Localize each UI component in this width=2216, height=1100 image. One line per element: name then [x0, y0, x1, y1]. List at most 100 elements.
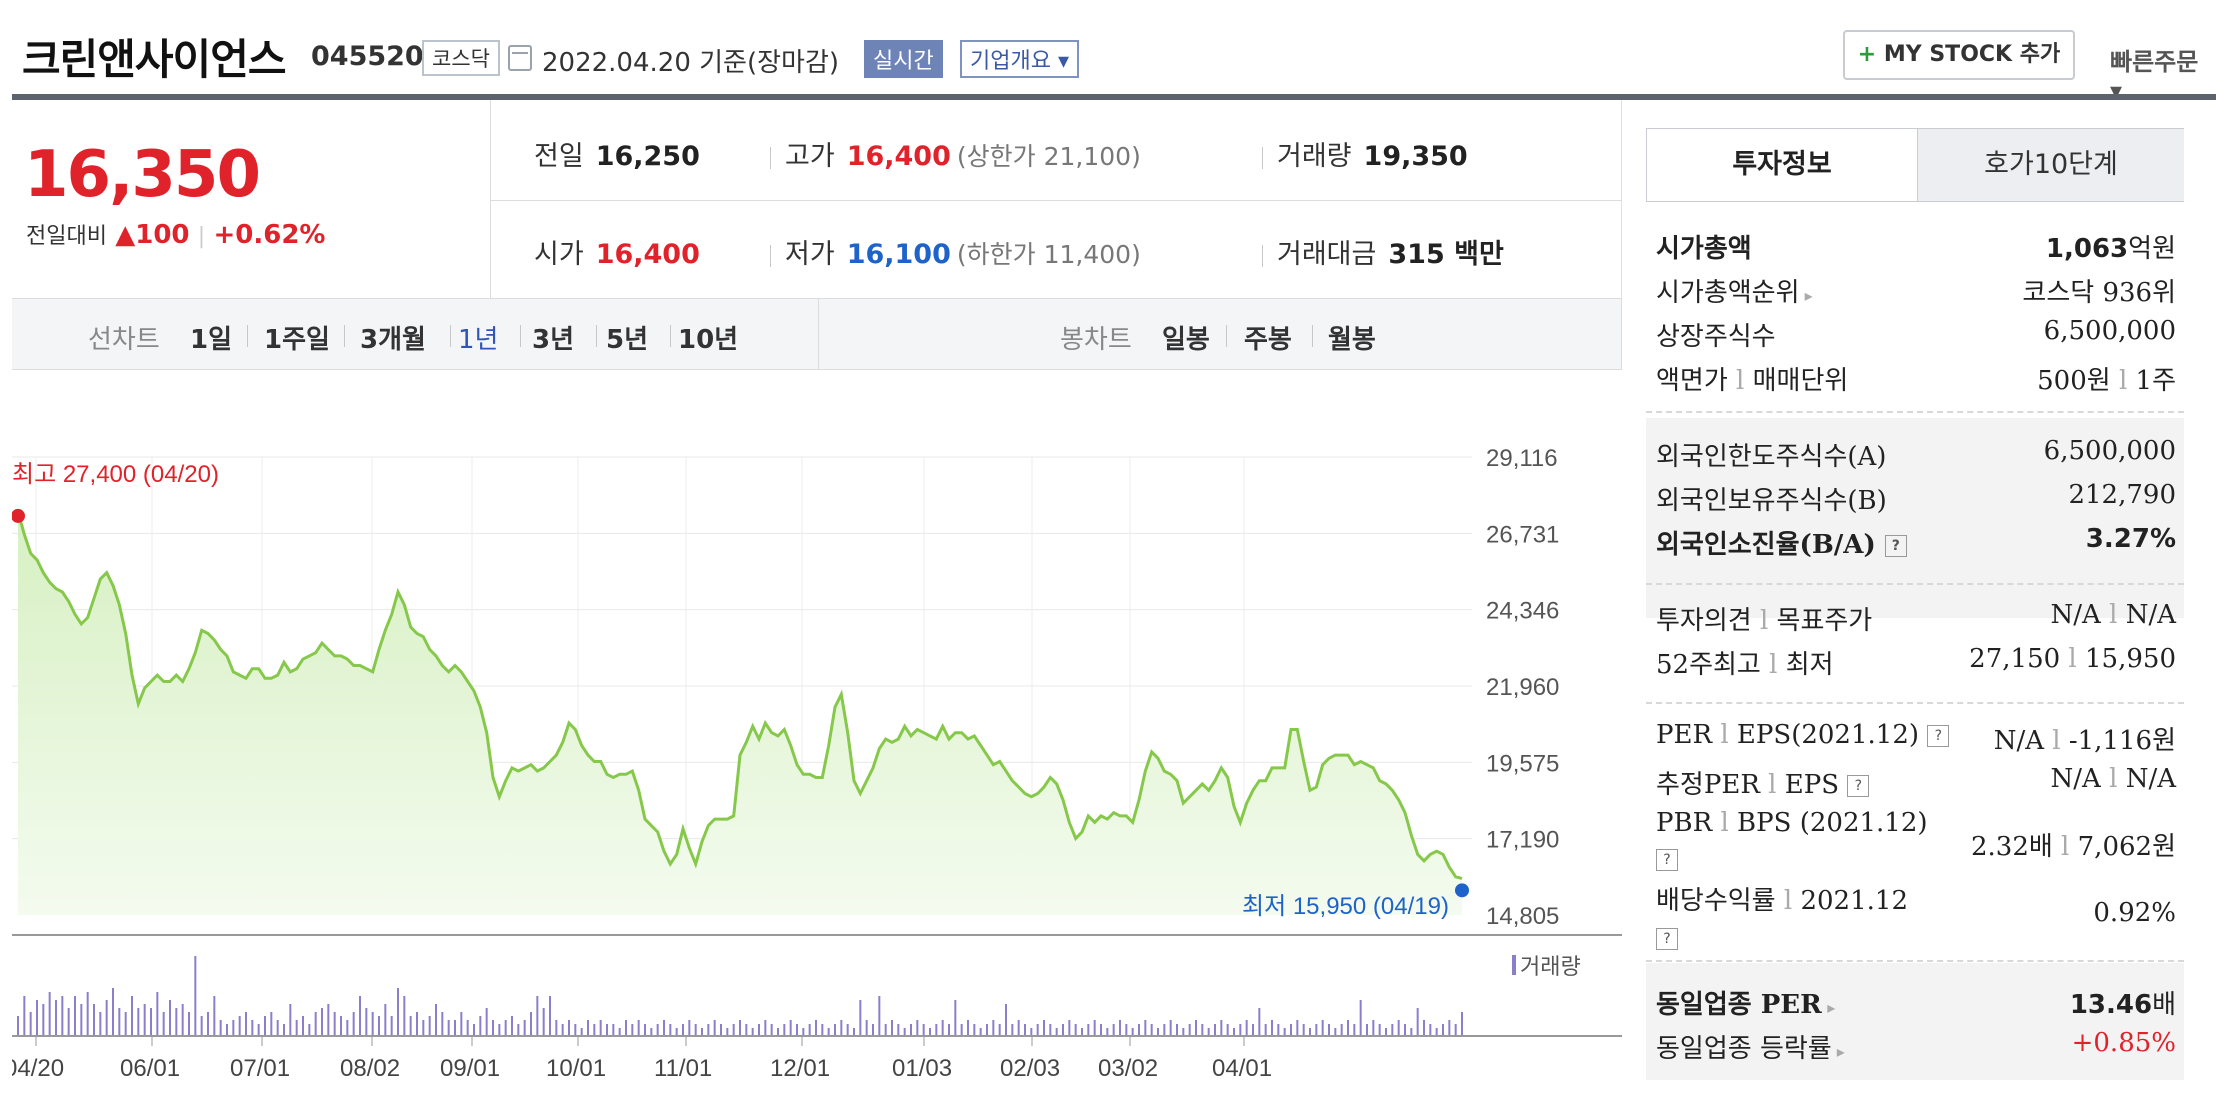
period-1d[interactable]: 1일 — [190, 325, 233, 355]
calendar-icon — [508, 45, 532, 71]
volume-bar — [789, 1020, 792, 1036]
period-1y[interactable]: 1년 — [458, 325, 499, 355]
y-tick-label: 14,805 — [1486, 903, 1559, 930]
volume-bar — [1176, 1024, 1178, 1036]
info-label: 액면가 l 매매단위 — [1656, 366, 1849, 396]
volume-bar — [105, 1000, 108, 1036]
info-row-dividend-yield: 배당수익률 l 2021.12? 0.92% — [1656, 880, 2176, 950]
volume-bar — [745, 1024, 748, 1036]
company-name: 크린앤사이언스 — [22, 35, 286, 84]
help-icon[interactable]: ? — [1927, 725, 1950, 747]
info-row-par-value-trade-unit: 액면가 l 매매단위 500원 l 1주 — [1656, 360, 2176, 400]
volume-bar — [986, 1024, 988, 1036]
add-my-stock-button[interactable]: + MY STOCK 추가 — [1843, 30, 2075, 80]
info-value: N/A l N/A — [2050, 600, 2176, 630]
price-chart-svg: 29,116 26,731 24,346 21,960 19,575 17,190 14,8… — [4, 445, 1622, 1082]
volume-bar — [257, 1024, 260, 1036]
volume-bar — [1448, 1020, 1451, 1036]
volume-bar — [1328, 1024, 1330, 1036]
candle-monthly[interactable]: 월봉 — [1328, 325, 1376, 355]
period-5y[interactable]: 5년 — [606, 325, 649, 355]
volume-bar — [441, 1012, 444, 1036]
volume-bar — [1385, 1028, 1387, 1036]
info-value: N/A l N/A — [2050, 764, 2176, 794]
volume-bar — [1157, 1028, 1159, 1036]
volume-bar — [1030, 1028, 1033, 1036]
volume-bar — [682, 1024, 684, 1036]
volume-bar — [156, 992, 159, 1036]
candle-weekly[interactable]: 주봉 — [1244, 325, 1292, 355]
volume-bar — [701, 1028, 703, 1036]
volume-bar — [656, 1024, 659, 1036]
low-marker — [1455, 883, 1469, 898]
volume-bar — [1011, 1024, 1014, 1036]
reference-date: 2022.04.20 기준(장마감) — [542, 48, 840, 78]
volume-bar — [1131, 1028, 1134, 1036]
volume-bar — [238, 1016, 241, 1036]
company-overview-dropdown[interactable]: 기업개요 ▾ — [960, 40, 1079, 78]
help-icon[interactable]: ? — [1847, 775, 1870, 797]
volume-bar — [796, 1024, 798, 1036]
volume-bar — [587, 1020, 589, 1036]
volume-bar — [359, 996, 361, 1036]
volume-bar — [194, 956, 197, 1036]
volume-bar — [1410, 1028, 1413, 1036]
info-label: PER l EPS(2021.12) ? — [1656, 720, 1950, 750]
volume-bar — [1461, 1012, 1463, 1036]
arrow-right-icon[interactable]: ▸ — [1821, 998, 1836, 1017]
info-row-foreign-limit-shares: 외국인한도주식수(A) 6,500,000 — [1656, 436, 2176, 476]
volume-bar — [726, 1028, 729, 1036]
help-icon[interactable]: ? — [1656, 928, 1678, 950]
volume-bar — [384, 1004, 387, 1036]
help-icon[interactable]: ? — [1884, 535, 1907, 557]
help-icon[interactable]: ? — [1656, 849, 1678, 871]
change-percent: +0.62% — [213, 220, 326, 250]
arrow-right-icon[interactable]: ▸ — [1799, 286, 1813, 305]
period-3y[interactable]: 3년 — [532, 325, 575, 355]
volume-bar — [897, 1024, 900, 1036]
x-tick-label: 10/01 — [546, 1055, 606, 1082]
day-high: 고가 16,400 (상한가 21,100) — [770, 134, 1141, 173]
x-tick-label: 12/01 — [770, 1055, 830, 1082]
prev-close: 전일 16,250 — [534, 141, 700, 172]
info-value: 6,500,000 — [2043, 436, 2176, 466]
volume-bar — [1169, 1020, 1172, 1036]
volume-bar — [568, 1020, 570, 1036]
volume-bar — [1258, 1008, 1261, 1036]
volume-bar — [732, 1024, 735, 1036]
header-divider — [12, 94, 2216, 100]
period-10y[interactable]: 10년 — [678, 325, 739, 355]
volume-bar — [777, 1028, 779, 1036]
volume-bar — [1372, 1020, 1375, 1036]
volume-bar — [694, 1024, 697, 1036]
volume-bar — [289, 1004, 292, 1036]
volume-bar — [663, 1020, 665, 1036]
arrow-right-icon[interactable]: ▸ — [1831, 1042, 1845, 1061]
volume-bar — [29, 1012, 32, 1036]
volume-legend-swatch — [1512, 955, 1516, 975]
volume-bar — [1340, 1024, 1343, 1036]
volume-bar — [1309, 1028, 1311, 1036]
volume-bar — [1100, 1024, 1102, 1036]
volume-bar — [219, 1020, 222, 1036]
investment-info-panel: 투자정보 호가10단계 시가총액 1,063억원 시가총액순위 ▸ 코스닥 936위 상… — [1622, 100, 2216, 1100]
volume-bar — [1423, 1020, 1425, 1036]
price-chart[interactable]: 29,116 26,731 24,346 21,960 19,575 17,190 14,8… — [4, 370, 1622, 1100]
tab-investment-info[interactable]: 투자정보 — [1647, 129, 1917, 201]
tab-order-book[interactable]: 호가10단계 — [1917, 129, 2184, 201]
volume-bar — [960, 1024, 963, 1036]
volume-bar — [770, 1024, 773, 1036]
info-tabs: 투자정보 호가10단계 — [1646, 128, 2184, 202]
info-value: 0.92% — [2093, 898, 2176, 928]
volume-bar — [1239, 1024, 1242, 1036]
period-1w[interactable]: 1주일 — [264, 325, 330, 355]
x-tick-label: 07/01 — [230, 1055, 290, 1082]
realtime-button[interactable]: 실시간 — [864, 40, 943, 78]
volume-bar — [707, 1024, 710, 1036]
period-3m[interactable]: 3개월 — [360, 325, 426, 355]
volume-bar — [1277, 1024, 1280, 1036]
candle-daily[interactable]: 일봉 — [1162, 325, 1210, 355]
volume-bar — [574, 1024, 577, 1036]
volume-bar — [1353, 1024, 1356, 1036]
volume-bar — [941, 1020, 944, 1036]
